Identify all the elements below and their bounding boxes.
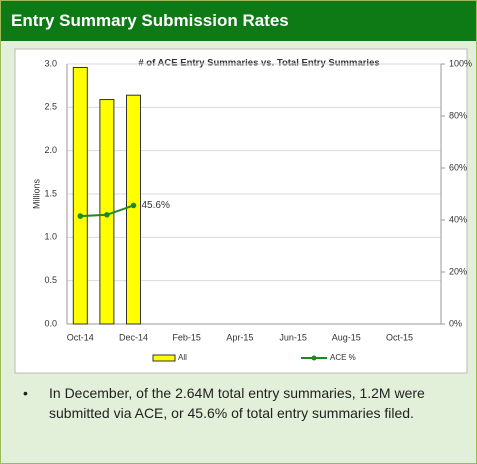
point (77, 213, 84, 219)
y-axis-label: Millions (31, 179, 41, 210)
x-tick-label: Apr-15 (226, 332, 253, 342)
header-title: Entry Summary Submission Rates (1, 1, 476, 41)
legend-label: ACE % (330, 353, 356, 362)
y2-tick-label: 80% (449, 110, 467, 120)
y-tick-label: 2.5 (44, 102, 57, 112)
y-tick-label: 2.0 (44, 145, 57, 155)
legend-swatch (152, 354, 176, 362)
bullet: • (23, 385, 28, 401)
x-tick-label: Jun-15 (279, 332, 307, 342)
bar (72, 66, 88, 325)
y2-tick-label: 100% (449, 58, 472, 68)
y-tick-label: 1.0 (44, 232, 57, 242)
point (130, 202, 137, 209)
x-tick-label: Dec-14 (119, 332, 148, 342)
y2-tick-label: 20% (449, 266, 467, 276)
legend-marker (311, 355, 317, 361)
bar (126, 94, 141, 325)
y-tick-label: 3.0 (44, 58, 57, 68)
note: • In December, of the 2.64M total entry s… (23, 383, 463, 423)
chart-title: # of ACE Entry Summaries vs. Total Entry… (138, 58, 379, 69)
x-tick-label: Oct-15 (386, 332, 413, 342)
x-tick-label: Oct-14 (67, 332, 94, 342)
y-tick-label: 0.5 (44, 275, 57, 285)
y2-tick-label: 0% (449, 318, 462, 328)
data-label: 45.6% (142, 200, 170, 211)
y2-tick-label: 60% (449, 162, 467, 172)
y-tick-label: 1.5 (44, 188, 57, 198)
note-text: In December, of the 2.64M total entry su… (49, 385, 425, 421)
bar (99, 99, 115, 325)
legend-label: All (178, 353, 187, 362)
x-tick-label: Aug-15 (332, 332, 361, 342)
chart-area (14, 48, 468, 374)
y-tick-label: 0.0 (44, 318, 57, 328)
y2-tick-label: 40% (449, 214, 467, 224)
point (104, 212, 110, 218)
x-tick-label: Feb-15 (172, 332, 201, 342)
